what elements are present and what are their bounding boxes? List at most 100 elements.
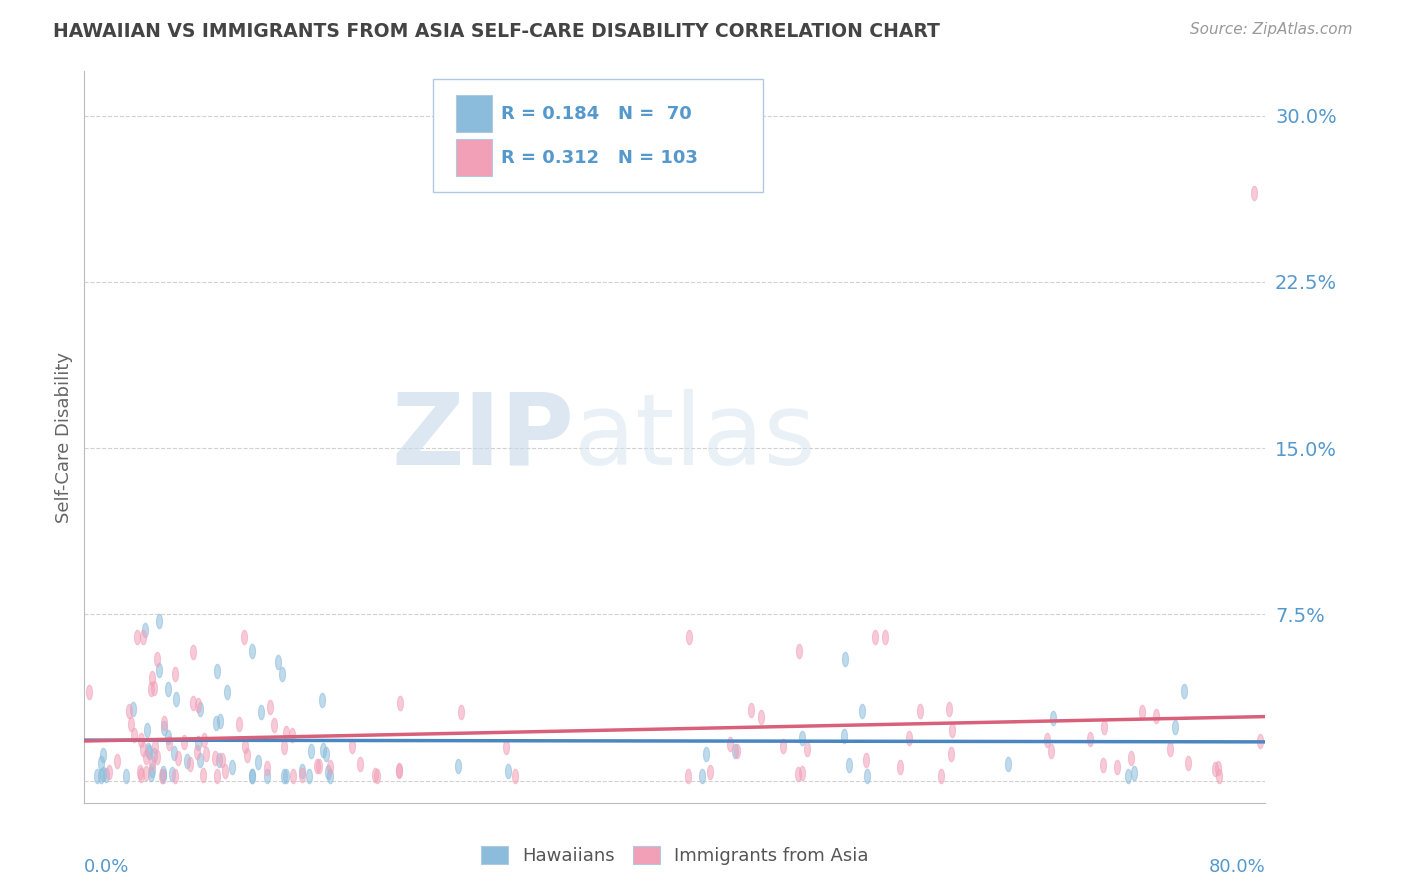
Point [1177, 756, 1199, 770]
Text: atlas: atlas [575, 389, 815, 485]
Point [725, 744, 748, 758]
Point [146, 749, 169, 764]
Point [125, 630, 148, 644]
Text: HAWAIIAN VS IMMIGRANTS FROM ASIA SELF-CARE DISABILITY CORRELATION CHART: HAWAIIAN VS IMMIGRANTS FROM ASIA SELF-CA… [53, 22, 941, 41]
Point [233, 739, 256, 753]
Point [221, 759, 243, 773]
Point [129, 768, 152, 782]
Text: Source: ZipAtlas.com: Source: ZipAtlas.com [1189, 22, 1353, 37]
Point [875, 630, 897, 644]
Point [263, 718, 285, 732]
Point [135, 766, 157, 780]
Point [740, 703, 762, 717]
Point [139, 766, 162, 780]
Point [141, 671, 163, 685]
Point [273, 769, 295, 783]
Point [941, 723, 963, 738]
Point [135, 750, 157, 764]
Point [1173, 684, 1195, 698]
Point [141, 763, 163, 777]
Point [214, 764, 236, 778]
Point [181, 645, 204, 659]
Point [690, 769, 713, 783]
Point [193, 733, 215, 747]
Point [997, 756, 1019, 771]
Point [503, 769, 526, 783]
Point [173, 735, 195, 749]
Point [910, 704, 932, 718]
Point [205, 665, 228, 679]
Point [291, 768, 314, 782]
Point [120, 716, 142, 731]
Point [215, 685, 238, 699]
Point [1144, 709, 1167, 723]
Point [86, 769, 108, 783]
Point [851, 704, 873, 718]
Point [834, 652, 856, 666]
Point [122, 728, 145, 742]
Point [118, 704, 141, 718]
Point [1204, 762, 1226, 776]
Point [855, 753, 877, 767]
Point [308, 759, 330, 773]
Point [749, 710, 772, 724]
Point [91, 767, 114, 781]
Point [786, 766, 808, 780]
Point [165, 691, 187, 706]
Point [105, 754, 128, 768]
Point [312, 743, 335, 757]
Point [1208, 769, 1230, 783]
Point [181, 696, 204, 710]
Point [388, 763, 411, 777]
Point [1091, 758, 1114, 772]
Point [276, 726, 298, 740]
Point [259, 699, 281, 714]
Point [90, 756, 112, 770]
Point [271, 667, 294, 681]
Point [718, 737, 741, 751]
Point [153, 715, 176, 730]
Point [1094, 720, 1116, 734]
Point [77, 684, 100, 698]
Point [141, 756, 163, 771]
Point [319, 769, 342, 783]
Point [772, 739, 794, 754]
Point [205, 769, 228, 783]
Point [129, 733, 152, 747]
Point [209, 714, 232, 728]
Point [232, 630, 254, 644]
Point [228, 717, 250, 731]
FancyBboxPatch shape [433, 78, 763, 192]
Point [148, 663, 170, 677]
Point [897, 731, 920, 745]
Point [240, 769, 263, 783]
Point [1105, 759, 1128, 773]
Point [240, 769, 263, 783]
Point [676, 769, 699, 783]
Text: 80.0%: 80.0% [1209, 858, 1265, 876]
Point [236, 748, 259, 763]
Point [939, 747, 962, 762]
Text: 0.0%: 0.0% [84, 858, 129, 876]
Point [165, 667, 187, 681]
Point [94, 768, 117, 782]
Point [267, 656, 290, 670]
Point [863, 630, 886, 644]
Point [256, 761, 278, 775]
Point [1123, 766, 1146, 780]
Point [157, 681, 180, 696]
Point [349, 756, 371, 771]
Point [1042, 711, 1064, 725]
Point [136, 723, 159, 738]
Point [247, 755, 270, 769]
Point [315, 747, 337, 761]
Point [138, 745, 160, 759]
Point [319, 760, 342, 774]
Point [290, 764, 312, 778]
Point [90, 769, 112, 783]
Point [855, 769, 877, 783]
Point [132, 742, 155, 756]
Point [1040, 744, 1063, 758]
Point [274, 769, 297, 783]
Point [132, 630, 155, 644]
